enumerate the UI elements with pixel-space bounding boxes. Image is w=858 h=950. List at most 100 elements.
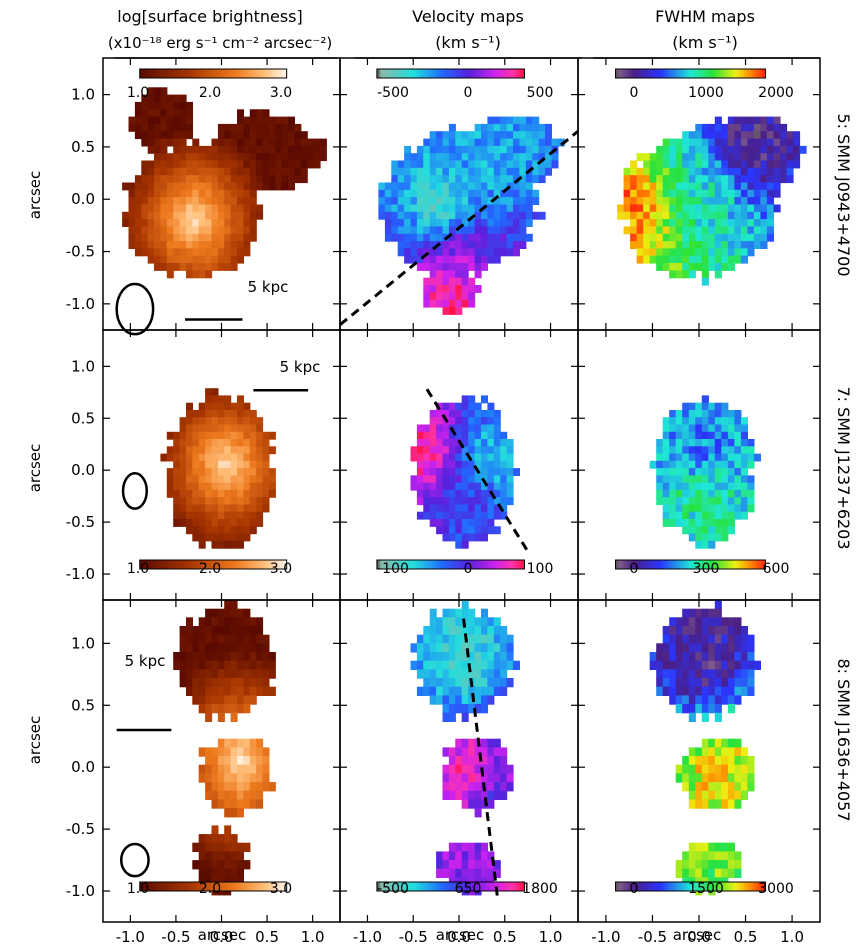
beam-ellipse (119, 842, 150, 878)
col2-x-axis-title: arcsec (436, 926, 485, 944)
panel-r3c1: -1.0 -0.5 0.0 0.5 1.0 -1.0 -0.5 0.0 0.5 1.0 (66, 599, 341, 946)
r2c2-cbar-tick-2: 0 (464, 561, 473, 577)
x-tick-label: 0.5 (255, 928, 279, 946)
r1c2-cbar-tick-2: 0 (464, 85, 473, 101)
r3c3-cbar-tick-2: 1500 (688, 881, 724, 897)
map-pixels (122, 87, 327, 279)
y-tick-label: 0.0 (71, 190, 95, 208)
panel-r1c2 (339, 57, 579, 331)
r3c1-cbar-tick-3: 3.0 (270, 881, 292, 897)
row1-label: 5: SMM J0943+4700 (834, 113, 853, 276)
kinematic-axis-line (339, 130, 579, 326)
beam-ellipse (115, 282, 155, 336)
y-tick-label: 1.0 (71, 634, 95, 652)
panel-r3c3: -1.0 -0.5 0.0 0.5 1.0 (577, 599, 821, 946)
colorbar (139, 559, 288, 570)
map-pixels (410, 395, 520, 549)
r1c3-cbar-tick-3: 2000 (758, 85, 794, 101)
x-tick-label: -0.5 (638, 928, 667, 946)
r2c3-cbar-tick-2: 300 (693, 561, 720, 577)
y-tick-label: -1.0 (66, 882, 95, 900)
col3-title-line2: (km s⁻¹) (672, 33, 738, 52)
r3c2-cbar-tick-3: 1800 (522, 881, 558, 897)
row2-y-axis-title: arcsec (26, 444, 44, 493)
map-pixels (649, 600, 761, 896)
r1c3-cbar-tick-1: 0 (630, 85, 639, 101)
col2-title-line1: Velocity maps (412, 7, 524, 26)
y-tick-label: 1.0 (71, 86, 95, 104)
y-tick-label: -0.5 (66, 243, 95, 261)
col2-title-line2: (km s⁻¹) (435, 33, 501, 52)
r2c3-cbar-tick-1: 0 (630, 561, 639, 577)
r1-scalebar-label: 5 kpc (248, 278, 289, 296)
map-pixels (410, 600, 520, 896)
r2c2-cbar-tick-3: 100 (527, 561, 554, 577)
y-tick-label: -0.5 (66, 820, 95, 838)
y-tick-label: 0.5 (71, 138, 95, 156)
colorbar (139, 881, 288, 892)
colorbar (376, 559, 525, 570)
x-tick-label: 0.0 (447, 928, 471, 946)
r2c1-cbar-tick-2: 2.0 (199, 561, 221, 577)
col1-x-axis-title: arcsec (198, 926, 247, 944)
y-tick-label: 0.5 (71, 409, 95, 427)
panel-r2c2 (339, 329, 579, 601)
colorbar (139, 68, 288, 79)
r3c3-cbar-tick-3: 3000 (758, 881, 794, 897)
x-tick-label: -1.0 (591, 928, 620, 946)
x-tick-label: 1.0 (539, 928, 563, 946)
colorbar (615, 559, 767, 570)
colorbar (376, 881, 525, 892)
kinematic-axis-line (425, 388, 529, 552)
panel-r2c3 (577, 329, 821, 601)
beam-ellipse (121, 472, 149, 510)
panel-r2c1: -1.0 -0.5 0.0 0.5 1.0 (66, 329, 341, 601)
col1-title-line1: log[surface brightness] (117, 7, 303, 26)
map-pixels (617, 116, 807, 286)
row2-label: 7: SMM J1237+6203 (834, 386, 853, 549)
r1c2-cbar-tick-3: 500 (527, 85, 554, 101)
x-tick-label: 0.0 (210, 928, 234, 946)
panel-r1c3 (577, 57, 821, 331)
x-tick-label: -1.0 (116, 928, 145, 946)
r3c2-cbar-tick-1: -500 (377, 881, 409, 897)
r2-scalebar-label: 5 kpc (280, 358, 321, 376)
x-tick-label: 0.5 (493, 928, 517, 946)
r3-scalebar-label: 5 kpc (125, 652, 166, 670)
x-tick-label: -1.0 (353, 928, 382, 946)
r2c1-cbar-tick-3: 3.0 (270, 561, 292, 577)
r3c3-cbar-tick-1: 0 (630, 881, 639, 897)
r3c2-cbar-tick-2: 650 (455, 881, 482, 897)
colorbar (615, 68, 767, 79)
r2c1-cbar-tick-1: 1.0 (127, 561, 149, 577)
kinematic-axis-line (462, 618, 499, 898)
x-tick-label: 1.0 (780, 928, 804, 946)
col3-title-line1: FWHM maps (655, 7, 755, 26)
r3c1-cbar-tick-2: 2.0 (199, 881, 221, 897)
y-tick-label: -0.5 (66, 513, 95, 531)
x-tick-label: 1.0 (301, 928, 325, 946)
col1-title-line2: (x10⁻¹⁸ erg s⁻¹ cm⁻² arcsec⁻²) (108, 34, 332, 52)
r1c1-cbar-tick-3: 3.0 (270, 85, 292, 101)
x-tick-label: -0.5 (399, 928, 428, 946)
r1c1-cbar-tick-1: 1.0 (127, 85, 149, 101)
r3c1-cbar-tick-1: 1.0 (127, 881, 149, 897)
panel-r3c2: -1.0 -0.5 0.0 0.5 1.0 (339, 599, 579, 946)
r1c1-cbar-tick-2: 2.0 (199, 85, 221, 101)
map-pixels (649, 395, 761, 549)
colorbar (376, 68, 525, 79)
x-tick-label: -0.5 (161, 928, 190, 946)
y-tick-label: 0.0 (71, 461, 95, 479)
row1-y-axis-title: arcsec (26, 171, 44, 220)
r1c2-cbar-tick-1: -500 (377, 85, 409, 101)
map-pixels (378, 116, 565, 315)
row3-y-axis-title: arcsec (26, 716, 44, 765)
y-tick-label: 1.0 (71, 357, 95, 375)
panel-r1c1: -1.0 -0.5 0.0 0.5 1.0 (66, 57, 341, 336)
y-tick-label: 0.0 (71, 758, 95, 776)
r2c3-cbar-tick-3: 600 (763, 561, 790, 577)
r2c2-cbar-tick-1: -100 (377, 561, 409, 577)
y-tick-label: -1.0 (66, 295, 95, 313)
